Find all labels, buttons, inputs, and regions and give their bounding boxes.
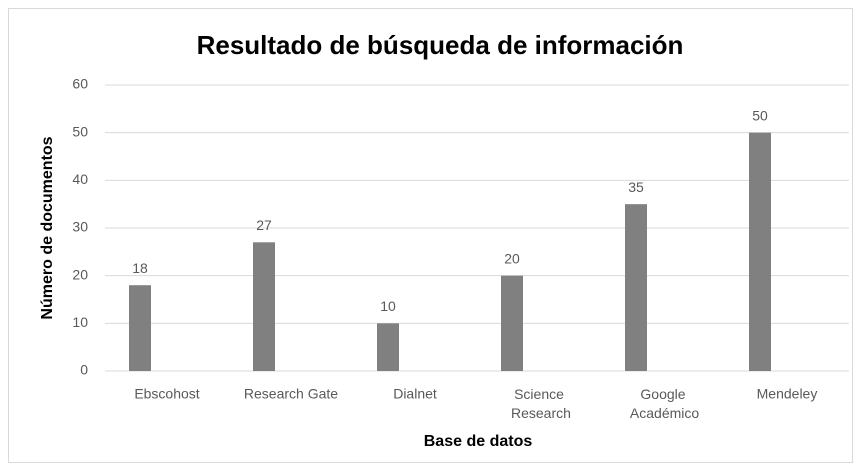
- bar: [625, 204, 647, 371]
- value-label: 20: [504, 250, 520, 266]
- value-label: 27: [256, 217, 272, 233]
- bar: [501, 275, 523, 371]
- y-tick-label: 20: [72, 266, 88, 282]
- x-tick-label: Ebscohost: [134, 386, 199, 402]
- y-tick-label: 40: [72, 171, 88, 187]
- y-tick-label: 30: [72, 219, 88, 235]
- x-axis-label: Base de datos: [424, 433, 533, 450]
- x-tick-label: Google Académico: [627, 386, 700, 421]
- x-tick-label: Dialnet: [393, 386, 437, 402]
- y-axis-label: Número de documentos: [39, 136, 56, 319]
- value-label: 10: [380, 298, 396, 314]
- value-label: 18: [132, 260, 148, 276]
- bar: [253, 242, 275, 371]
- y-tick-label: 50: [72, 123, 88, 139]
- x-tick-label: Research Gate: [244, 386, 338, 402]
- y-tick-label: 60: [72, 76, 88, 92]
- chart-frame: [8, 8, 853, 463]
- value-label: 50: [752, 107, 768, 123]
- y-tick-label: 10: [72, 314, 88, 330]
- x-tick-label: Science Research: [507, 386, 571, 421]
- bar: [129, 285, 151, 371]
- bar: [749, 132, 771, 371]
- value-label: 35: [628, 179, 644, 195]
- bar: [377, 323, 399, 371]
- y-tick-label: 0: [80, 362, 88, 378]
- chart-title: Resultado de búsqueda de información: [197, 30, 684, 60]
- x-tick-label: Mendeley: [757, 386, 818, 402]
